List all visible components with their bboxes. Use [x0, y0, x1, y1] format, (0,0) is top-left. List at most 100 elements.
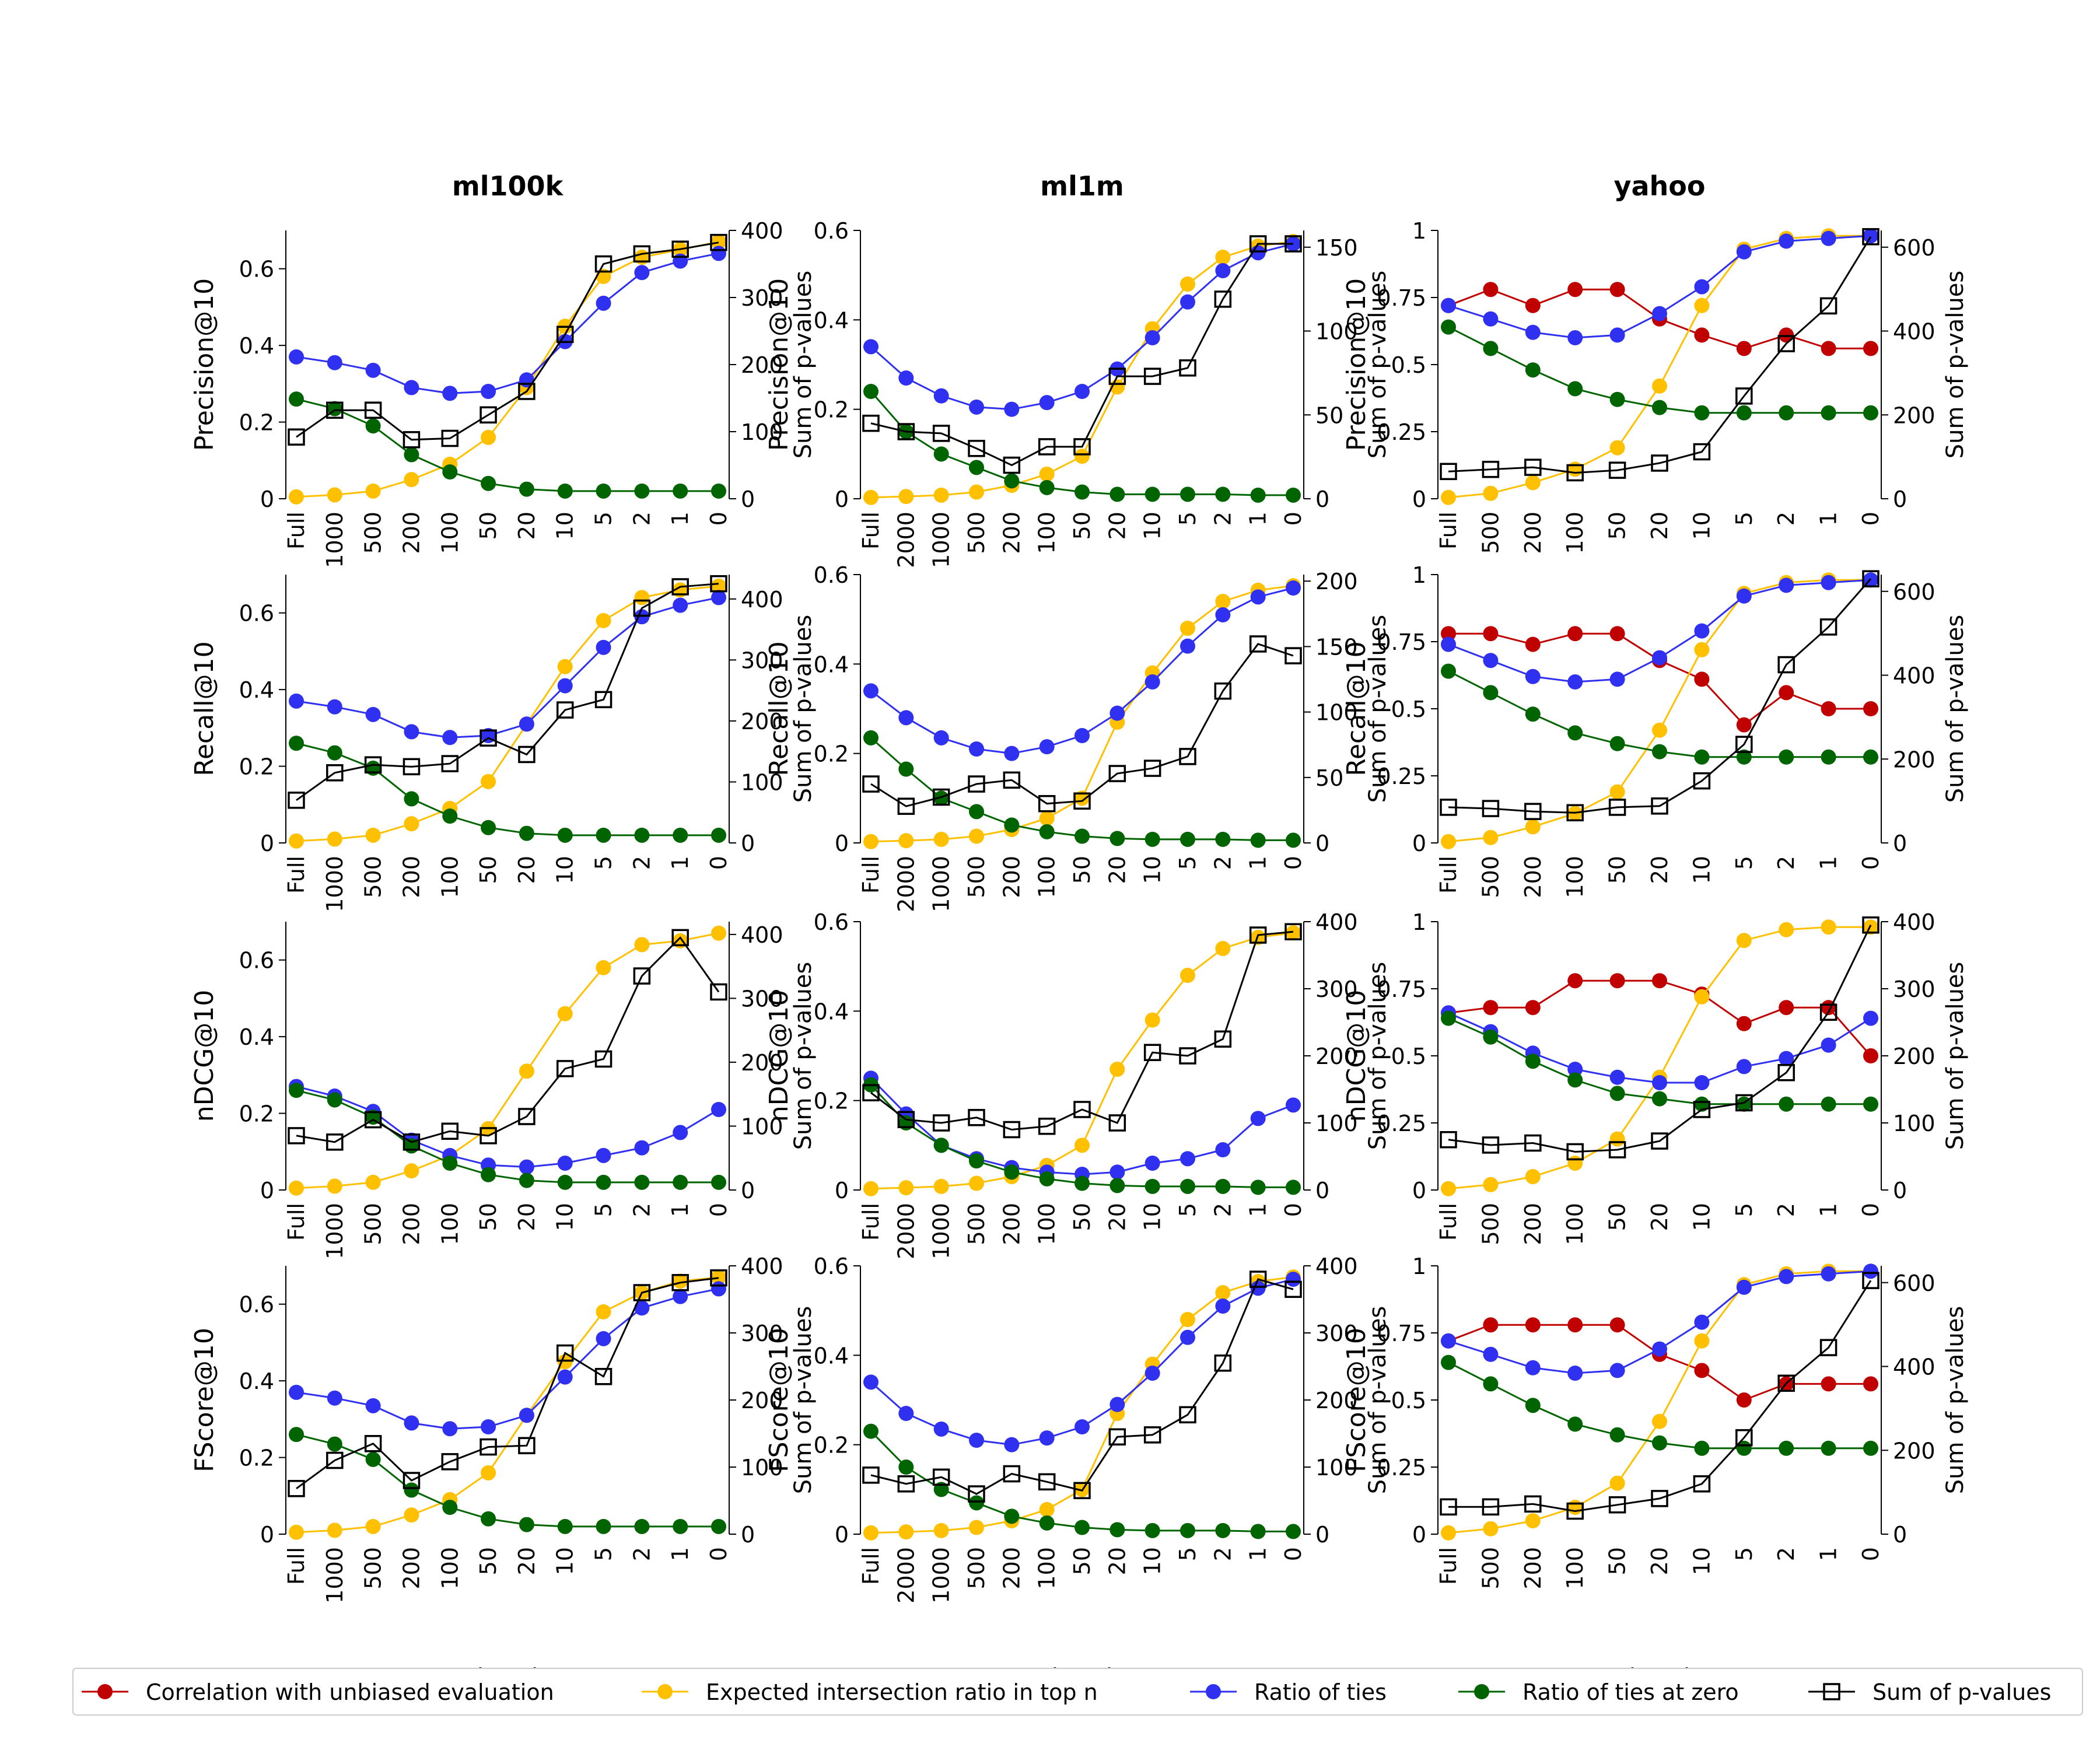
data-point — [518, 383, 536, 400]
y2-axis-label: Sum of p-values — [790, 1306, 817, 1494]
data-point — [969, 1520, 984, 1535]
data-point — [1004, 401, 1020, 417]
x-tick-label: 1000 — [929, 856, 954, 912]
x-tick-label: 2 — [629, 1203, 654, 1217]
series-ratio-of-ties-at-zero — [1441, 1354, 1878, 1456]
data-point — [519, 1159, 534, 1175]
data-point — [898, 761, 914, 777]
data-point — [1609, 1131, 1625, 1147]
y2-tick-label: 0 — [1315, 831, 1329, 856]
x-tick-label: 0 — [1280, 512, 1306, 526]
y2-tick-label: 50 — [1315, 402, 1343, 428]
y2-tick-label: 400 — [741, 1254, 783, 1279]
y-axis-label: Precision@10 — [764, 278, 794, 451]
data-point — [402, 431, 421, 449]
x-tick-label: 0 — [1858, 512, 1884, 526]
data-point — [364, 401, 382, 419]
data-point — [1441, 1181, 1456, 1196]
series-sum-of-p-values — [1440, 916, 1880, 1161]
data-point — [1524, 1134, 1542, 1152]
y-tick-label: 1 — [1412, 1254, 1426, 1279]
data-point — [1694, 1075, 1710, 1090]
data-point — [1074, 449, 1090, 464]
y-tick-label: 0 — [260, 1522, 274, 1548]
data-point — [1039, 739, 1055, 755]
data-point — [933, 388, 949, 404]
x-tick-label: 1 — [1245, 856, 1271, 870]
data-point — [897, 1111, 915, 1128]
x-tick-label: 2 — [1773, 1547, 1799, 1561]
data-point — [969, 828, 984, 844]
y-tick-label: 0.5 — [1391, 696, 1426, 722]
data-point — [1694, 1096, 1710, 1112]
data-point — [1863, 701, 1878, 716]
y2-axis-label: Sum of p-values — [1364, 615, 1391, 803]
data-point — [518, 1108, 536, 1125]
data-point — [556, 701, 574, 719]
y-axis-label: Precision@10 — [190, 278, 219, 451]
data-point — [898, 1524, 914, 1540]
data-point — [1567, 1062, 1583, 1077]
data-point — [1821, 1096, 1836, 1112]
data-point — [481, 1511, 496, 1527]
data-point — [1108, 1114, 1126, 1132]
x-tick-label: Full — [284, 856, 309, 894]
data-point — [1525, 1360, 1541, 1376]
data-point — [1609, 1086, 1625, 1101]
y2-tick-label: 200 — [1315, 1044, 1358, 1069]
y2-tick-label: 400 — [1315, 909, 1358, 935]
series-line — [1448, 236, 1872, 474]
series-line — [296, 932, 719, 1189]
data-point — [1525, 298, 1541, 313]
data-point — [1039, 810, 1055, 826]
x-tick-label: 0 — [706, 512, 732, 526]
data-point — [1777, 1064, 1795, 1082]
data-point — [1215, 1298, 1231, 1314]
y-tick-label: 0.6 — [814, 1254, 849, 1279]
x-tick-label: 1 — [667, 856, 693, 870]
data-point — [1652, 306, 1667, 321]
x-tick-label: Full — [1436, 1547, 1461, 1585]
data-point — [1694, 327, 1710, 343]
data-point — [365, 362, 381, 378]
data-point — [1652, 378, 1667, 394]
y-tick-label: 0.4 — [814, 999, 849, 1024]
data-point — [442, 386, 458, 401]
x-tick-label: 1000 — [322, 856, 348, 912]
data-point — [933, 446, 949, 462]
data-point — [1609, 1363, 1625, 1378]
data-point — [863, 1374, 878, 1390]
x-tick-label: 2000 — [893, 1203, 919, 1259]
y2-tick-label: 600 — [1893, 235, 1936, 261]
data-point — [1073, 1101, 1091, 1118]
data-point — [634, 827, 650, 843]
data-point — [1110, 1178, 1125, 1194]
data-point — [327, 1178, 342, 1194]
data-point — [442, 464, 458, 480]
y2-tick-label: 0 — [1315, 487, 1329, 512]
series-sum-of-p-values — [862, 923, 1302, 1139]
y2-tick-label: 200 — [1893, 1438, 1936, 1464]
x-tick-label: 10 — [552, 856, 578, 884]
y-tick-label: 0 — [835, 1178, 849, 1203]
x-tick-label: 5 — [591, 856, 617, 870]
series-ratio-of-ties-at-zero — [863, 1077, 1301, 1195]
data-point — [481, 820, 496, 835]
y-tick-label: 0.2 — [239, 1446, 274, 1471]
data-point — [289, 833, 304, 849]
data-point — [1483, 653, 1499, 668]
data-point — [1250, 1524, 1266, 1539]
data-point — [327, 355, 342, 370]
data-point — [1440, 463, 1457, 481]
data-point — [404, 1163, 419, 1179]
x-tick-label: 1 — [1816, 512, 1842, 526]
data-point — [711, 590, 726, 606]
series-line — [1448, 1324, 1871, 1401]
data-point — [671, 240, 689, 258]
series-ratio-of-ties-at-zero — [863, 384, 1301, 503]
data-point — [1525, 1000, 1541, 1016]
data-point — [481, 1167, 496, 1182]
x-tick-label: 10 — [1689, 1547, 1714, 1575]
data-point — [1483, 1177, 1499, 1192]
data-point — [1180, 276, 1195, 292]
